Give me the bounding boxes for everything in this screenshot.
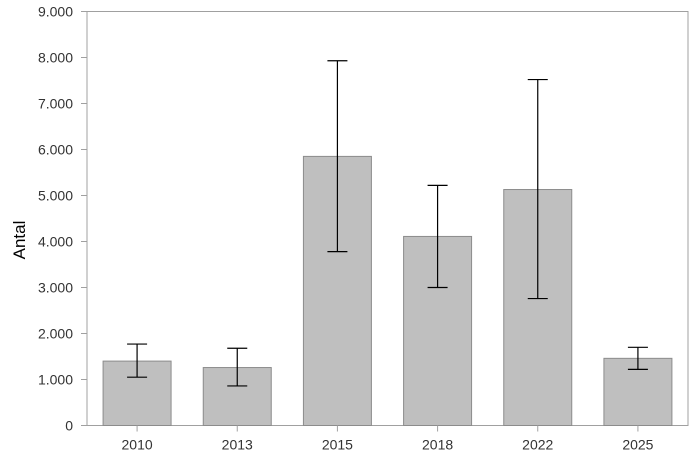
y-tick-label: 7.000 [38,96,73,112]
y-tick-label: 8.000 [38,50,73,66]
y-tick-label: 2.000 [38,326,73,342]
x-tick-label: 2022 [522,437,553,453]
plot-frame [86,11,689,426]
y-tick-label: 5.000 [38,188,73,204]
y-tick-label: 6.000 [38,142,73,158]
x-tick-label: 2025 [622,437,653,453]
x-tick-label: 2010 [122,437,153,453]
y-axis-label: Antal [10,221,29,260]
y-tick-label: 1.000 [38,372,73,388]
y-tick-label: 3.000 [38,280,73,296]
y-tick-label: 4.000 [38,234,73,250]
x-tick-label: 2013 [222,437,253,453]
y-tick-label: 9.000 [38,4,73,20]
x-tick-label: 2015 [322,437,353,453]
x-tick-label: 2018 [422,437,453,453]
y-tick-label: 0 [65,418,73,434]
